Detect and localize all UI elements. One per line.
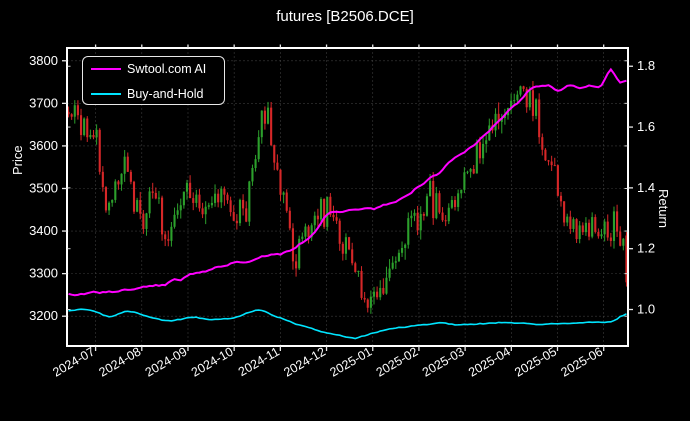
svg-text:3300: 3300: [29, 266, 58, 281]
svg-text:1.2: 1.2: [637, 241, 655, 256]
svg-text:3800: 3800: [29, 53, 58, 68]
svg-text:3200: 3200: [29, 308, 58, 323]
svg-text:1.6: 1.6: [637, 119, 655, 134]
svg-text:1.0: 1.0: [637, 302, 655, 317]
svg-text:3400: 3400: [29, 223, 58, 238]
svg-text:3700: 3700: [29, 95, 58, 110]
svg-text:1.4: 1.4: [637, 180, 655, 195]
svg-text:3600: 3600: [29, 138, 58, 153]
svg-text:1.8: 1.8: [637, 58, 655, 73]
svg-text:3500: 3500: [29, 180, 58, 195]
